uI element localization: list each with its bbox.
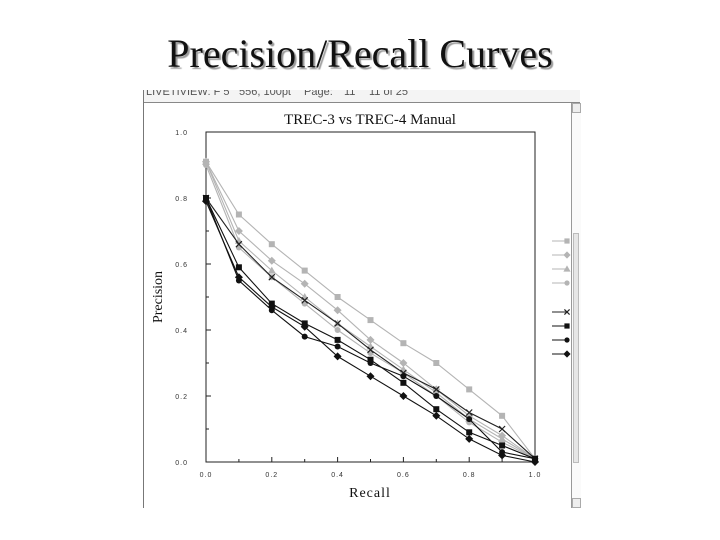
viewer-page-of: 11 of 25 xyxy=(369,90,408,98)
legend-marker-6 xyxy=(564,323,570,329)
data-point xyxy=(499,442,506,449)
data-point xyxy=(366,372,375,381)
series-line-1 xyxy=(205,161,536,460)
y-tick-label: 0.2 xyxy=(175,394,188,401)
data-point xyxy=(432,385,440,393)
data-point xyxy=(433,406,440,413)
data-point xyxy=(432,411,441,420)
data-point xyxy=(267,266,276,274)
x-tick-label: 0.0 xyxy=(200,472,213,479)
legend-marker-1 xyxy=(564,238,570,244)
data-point xyxy=(498,425,506,433)
data-point xyxy=(334,294,341,300)
viewer-header-strip: LIVETIVIEW: F 5 556, 100pt Page: 11 11 o… xyxy=(144,90,580,103)
data-point xyxy=(333,352,342,361)
y-tick-label: 0.6 xyxy=(175,262,188,269)
data-point xyxy=(203,162,209,168)
data-point xyxy=(334,327,341,333)
data-point xyxy=(466,429,473,436)
data-point xyxy=(433,393,440,399)
data-point xyxy=(466,386,473,393)
data-point xyxy=(366,342,375,350)
series-line-4 xyxy=(205,164,536,460)
data-point xyxy=(301,267,308,274)
data-point xyxy=(234,227,243,235)
legend-marker-3 xyxy=(563,265,571,272)
series-line-7 xyxy=(205,197,536,460)
series-line-5 xyxy=(205,197,536,460)
data-point xyxy=(367,360,374,366)
data-point xyxy=(400,373,407,380)
data-point xyxy=(367,317,374,324)
y-tick-label: 0.8 xyxy=(175,196,188,203)
y-tick-label: 0.4 xyxy=(175,328,188,335)
viewer-label: LIVETIVIEW: F 5 xyxy=(146,90,230,98)
data-point xyxy=(400,379,407,386)
vertical-scrollbar[interactable] xyxy=(571,103,581,508)
series-line-6 xyxy=(205,197,536,460)
data-point xyxy=(465,409,473,416)
x-tick-label: 0.8 xyxy=(463,472,476,479)
data-point xyxy=(367,356,374,363)
data-point xyxy=(466,416,473,423)
data-point xyxy=(267,256,276,265)
data-point xyxy=(498,451,507,460)
data-point xyxy=(499,412,506,419)
viewer-page: 11 xyxy=(344,90,356,98)
data-point xyxy=(465,434,474,443)
series-line-3 xyxy=(205,161,536,460)
data-point xyxy=(531,458,539,466)
data-point xyxy=(400,340,407,347)
data-point xyxy=(301,296,309,304)
data-point xyxy=(367,346,374,354)
legend-marker-8 xyxy=(563,350,571,358)
data-point xyxy=(334,319,342,327)
data-point xyxy=(301,333,308,340)
data-point xyxy=(300,322,309,331)
data-point xyxy=(235,244,242,251)
series-line-8 xyxy=(205,201,536,463)
data-point xyxy=(399,359,408,367)
data-point xyxy=(235,211,242,218)
scrollbar-thumb[interactable] xyxy=(573,233,579,463)
chart-title: TREC-3 vs TREC-4 Manual xyxy=(284,112,456,128)
legend-marker-7 xyxy=(564,337,570,343)
data-point xyxy=(202,197,210,206)
y-axis-label: Precision xyxy=(151,271,166,323)
data-point xyxy=(334,343,341,350)
viewer-size: 556, 100pt xyxy=(239,90,291,98)
data-point xyxy=(234,273,243,282)
data-point xyxy=(235,240,243,248)
data-point xyxy=(235,264,242,271)
data-point xyxy=(300,279,309,288)
x-tick-label: 0.4 xyxy=(331,472,344,479)
series-line-2 xyxy=(205,161,536,460)
x-tick-label: 0.6 xyxy=(397,472,410,479)
scroll-up-arrow-icon[interactable] xyxy=(572,103,581,113)
data-point xyxy=(333,306,342,315)
viewer-page-label: Page: xyxy=(304,90,333,98)
data-point xyxy=(366,335,375,344)
slide-title: Precision/Recall Curves xyxy=(167,31,553,76)
plot-frame xyxy=(205,131,536,463)
data-point xyxy=(267,302,276,311)
data-point xyxy=(268,273,276,281)
data-point xyxy=(334,336,341,343)
legend-marker-4 xyxy=(564,280,570,286)
chart-panel: LIVETIVIEW: F 5 556, 100pt Page: 11 11 o… xyxy=(143,90,581,508)
precision-recall-chart: 0.0 0.2 0.4 0.6 0.8 1.0 0.0 0.2 0.4 0.6 0.8 1.0 TRE… xyxy=(151,112,571,501)
data-point xyxy=(268,241,275,248)
x-tick-label: 1.0 xyxy=(529,472,542,479)
scroll-down-arrow-icon[interactable] xyxy=(572,498,581,508)
legend-marker-5 xyxy=(563,308,571,316)
data-point xyxy=(433,360,440,366)
y-tick-label: 0.0 xyxy=(175,460,188,467)
data-point xyxy=(399,392,408,400)
x-tick-label: 0.2 xyxy=(265,472,278,479)
y-tick-label: 1.0 xyxy=(175,130,188,137)
legend-marker-2 xyxy=(563,251,571,259)
x-axis-label: Recall xyxy=(349,486,391,501)
